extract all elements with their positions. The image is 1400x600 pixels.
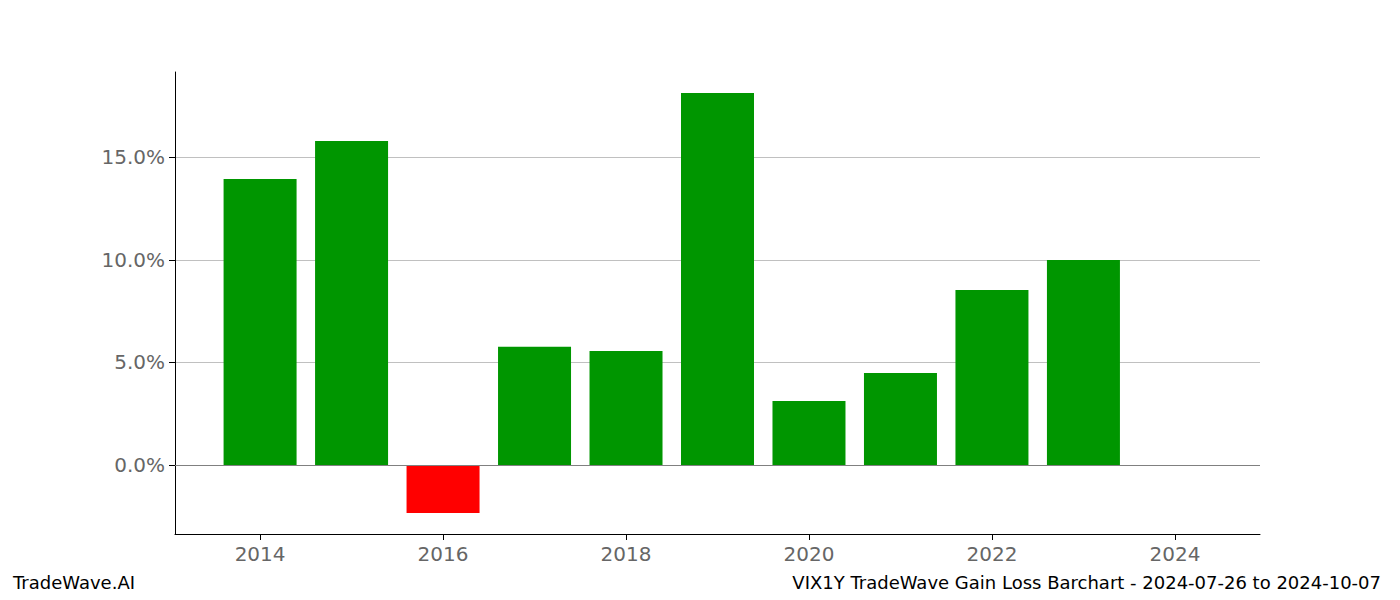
svg-text:0.0%: 0.0% [114, 453, 165, 477]
svg-text:5.0%: 5.0% [114, 350, 165, 374]
svg-text:2018: 2018 [601, 542, 652, 566]
svg-text:2014: 2014 [235, 542, 286, 566]
svg-text:2024: 2024 [1149, 542, 1200, 566]
svg-text:2020: 2020 [784, 542, 835, 566]
svg-text:TradeWave.AI: TradeWave.AI [12, 572, 135, 593]
svg-text:10.0%: 10.0% [101, 248, 165, 272]
svg-text:2022: 2022 [966, 542, 1017, 566]
svg-text:2016: 2016 [418, 542, 469, 566]
svg-text:VIX1Y TradeWave Gain Loss Barc: VIX1Y TradeWave Gain Loss Barchart - 202… [792, 572, 1381, 593]
svg-text:15.0%: 15.0% [101, 145, 165, 169]
